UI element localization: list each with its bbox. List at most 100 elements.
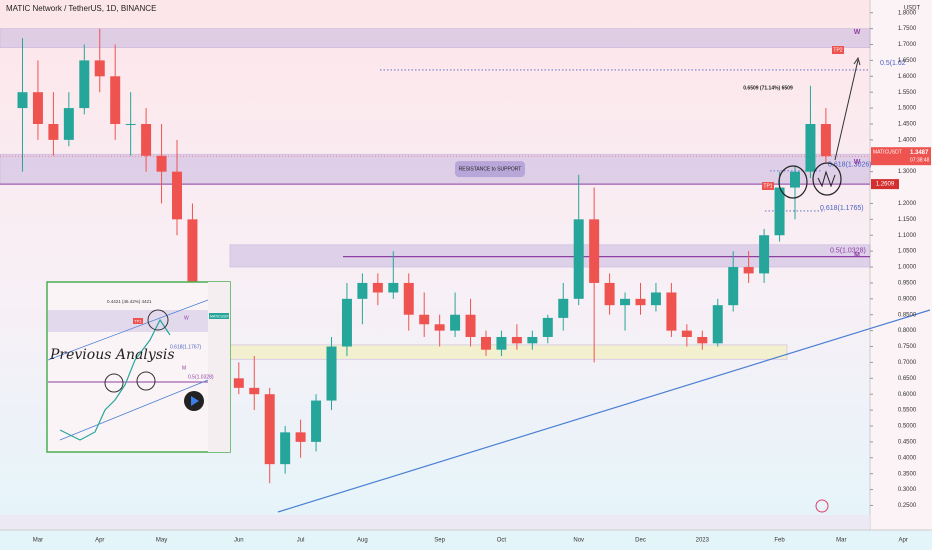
w-pattern bbox=[817, 170, 836, 188]
inset-text: TP1 bbox=[134, 319, 142, 324]
zone bbox=[0, 28, 871, 48]
candle-body bbox=[249, 387, 260, 395]
y-tick-label: 1.7000 bbox=[898, 42, 917, 48]
candle-body bbox=[372, 282, 383, 293]
price-axis-bg bbox=[870, 0, 932, 530]
candle-body bbox=[820, 123, 831, 157]
last-price-value: 1.3487 bbox=[910, 150, 929, 156]
y-tick-label: 0.5500 bbox=[898, 408, 917, 414]
level-label: 0.618(1.3026) bbox=[828, 162, 872, 169]
candle-body bbox=[805, 123, 816, 172]
candle-body bbox=[341, 298, 352, 347]
annotation: W bbox=[854, 159, 861, 166]
candle-body bbox=[63, 108, 74, 140]
annotation-box bbox=[762, 182, 774, 190]
inset-text: 0.618(1.1767) bbox=[170, 344, 201, 350]
zone bbox=[229, 244, 871, 268]
y-tick-label: 0.8500 bbox=[898, 312, 917, 318]
x-tick-label: Mar bbox=[33, 538, 43, 544]
inset-frame bbox=[46, 281, 231, 453]
y-tick-label: 0.8000 bbox=[898, 328, 917, 334]
level-label: 0.618(1.1765) bbox=[820, 205, 864, 212]
last-price-symbol: MATICUSDT bbox=[873, 150, 902, 156]
y-tick-label: 1.3000 bbox=[898, 169, 917, 175]
candle-body bbox=[156, 155, 167, 172]
y-tick-label: 1.0000 bbox=[898, 265, 917, 271]
inset-text: W bbox=[184, 315, 189, 321]
y-tick-label: 1.5000 bbox=[898, 106, 917, 112]
zone-label: RESISTANCE to SUPPORT bbox=[459, 166, 522, 172]
candle-body bbox=[604, 282, 615, 306]
x-tick-label: Jun bbox=[234, 538, 244, 544]
candle-body bbox=[774, 187, 785, 236]
candle-body bbox=[496, 336, 507, 350]
candle-body bbox=[79, 60, 90, 109]
y-tick-label: 1.1000 bbox=[898, 233, 917, 239]
y-tick-label: 1.4500 bbox=[898, 122, 917, 128]
annotation-box bbox=[832, 46, 844, 54]
candle-body bbox=[511, 336, 522, 344]
zone bbox=[0, 153, 871, 185]
x-tick-label: 2023 bbox=[696, 538, 710, 544]
y-tick-label: 0.4000 bbox=[898, 455, 917, 461]
candle-body bbox=[125, 123, 136, 125]
candle-body bbox=[172, 171, 182, 220]
rsi-pane bbox=[0, 515, 870, 529]
annotation: TP1 bbox=[763, 183, 772, 189]
x-tick-label: May bbox=[156, 538, 167, 544]
y-tick-label: 1.0500 bbox=[898, 249, 917, 255]
last-price-tag bbox=[871, 147, 931, 166]
candle-body bbox=[388, 282, 399, 293]
zone-label-box bbox=[455, 161, 525, 178]
candle-body bbox=[141, 123, 152, 156]
inset-circle bbox=[147, 309, 169, 331]
inset-zone bbox=[48, 310, 208, 332]
x-tick-label: Mar bbox=[836, 538, 846, 544]
x-tick-label: Dec bbox=[635, 538, 646, 544]
inset-axis bbox=[208, 282, 230, 452]
x-tick-label: Aug bbox=[357, 538, 368, 544]
inset-text: 0.5(1.0328) bbox=[188, 374, 214, 380]
y-tick-label: 1.8000 bbox=[898, 10, 917, 16]
price-tag-label: 1.2609 bbox=[876, 182, 895, 188]
annotation: 0.6509 (71.14%) 6509 bbox=[743, 85, 793, 91]
x-tick-label: Oct bbox=[497, 538, 507, 544]
candle-body bbox=[527, 336, 538, 344]
inset-trendline bbox=[59, 379, 209, 441]
x-tick-label: Jul bbox=[297, 538, 305, 544]
inset-title: Previous Analysis bbox=[49, 347, 175, 363]
candle-body bbox=[32, 92, 43, 124]
trendline bbox=[277, 309, 931, 513]
candle-body bbox=[403, 282, 414, 315]
candle-body bbox=[110, 76, 121, 124]
y-tick-label: 1.6500 bbox=[898, 58, 917, 64]
candle-body bbox=[17, 92, 28, 109]
y-tick-label: 0.3500 bbox=[898, 471, 917, 477]
candle-body bbox=[589, 219, 600, 283]
x-tick-label: Apr bbox=[95, 538, 104, 544]
x-tick-label: Apr bbox=[898, 538, 907, 544]
candle-body bbox=[481, 336, 491, 350]
candle-body bbox=[681, 330, 692, 337]
y-tick-label: 1.1500 bbox=[898, 217, 917, 223]
candle-body bbox=[558, 298, 569, 318]
candle-body bbox=[326, 346, 337, 401]
y-tick-label: 0.7500 bbox=[898, 344, 917, 350]
y-tick-label: 0.7000 bbox=[898, 360, 917, 366]
inset-channel bbox=[47, 299, 209, 361]
candle-body bbox=[450, 314, 461, 331]
inset-circle bbox=[136, 371, 156, 391]
annotation: TP2 bbox=[833, 47, 842, 53]
x-tick-label: Feb bbox=[774, 538, 785, 544]
candle-body bbox=[295, 432, 306, 442]
arrow-head bbox=[853, 56, 861, 66]
play-icon bbox=[191, 396, 199, 406]
candle-body bbox=[233, 378, 244, 388]
y-tick-label: 1.6000 bbox=[898, 74, 917, 80]
y-tick-label: 0.5000 bbox=[898, 424, 917, 430]
y-tick-label: 0.9000 bbox=[898, 296, 917, 302]
y-tick-label: 1.4000 bbox=[898, 137, 917, 143]
candle-body bbox=[542, 317, 553, 337]
